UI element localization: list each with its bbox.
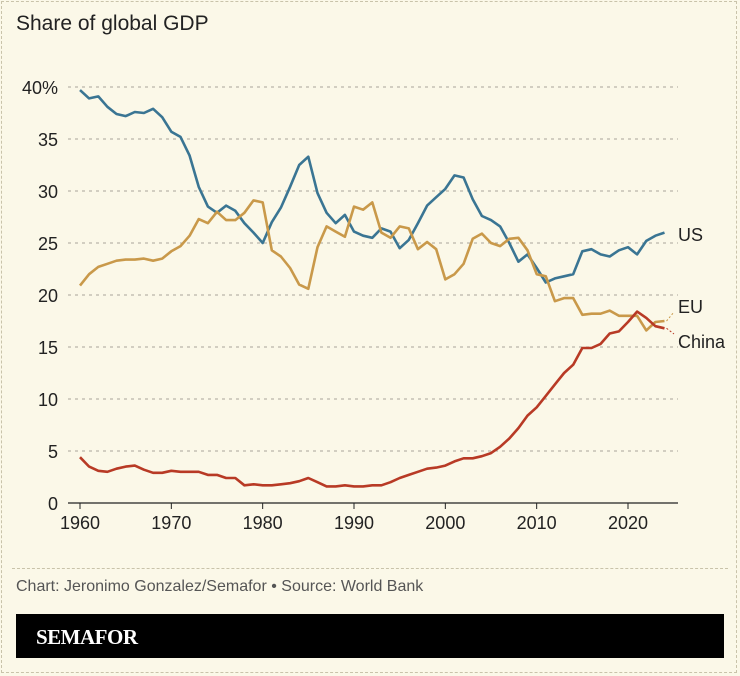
- source-note: Chart: Jeronimo Gonzalez/Semafor • Sourc…: [16, 578, 424, 595]
- y-tick-label: 5: [48, 442, 58, 462]
- x-tick-label: 1960: [60, 513, 100, 533]
- y-tick-label: 15: [38, 338, 58, 358]
- series-line-china: [79, 310, 665, 488]
- x-tick-label: 1990: [334, 513, 374, 533]
- x-tick-label: 1970: [151, 513, 191, 533]
- x-tick-label: 2020: [608, 513, 648, 533]
- y-tick-label: 20: [38, 286, 58, 306]
- series-label-us: US: [678, 225, 703, 245]
- y-tick-label: 30: [38, 182, 58, 202]
- y-tick-label: 10: [38, 390, 58, 410]
- x-tick-label: 2000: [425, 513, 465, 533]
- x-tick-label: 2010: [517, 513, 557, 533]
- leader-line: [666, 327, 675, 335]
- y-tick-label: 35: [38, 130, 58, 150]
- line-chart: 0 5 10 15 20 25 30 35 40% 1960 1970 1980 1990 2000 201…: [22, 78, 726, 533]
- chart-title: Share of global GDP: [16, 12, 209, 35]
- series-line-eu: [78, 199, 665, 332]
- y-tick-label: 25: [38, 234, 58, 254]
- series-label-eu: EU: [678, 297, 703, 317]
- y-tick-label: 0: [48, 494, 58, 514]
- brand-bar: SEMAFOR: [16, 614, 724, 658]
- series-line-us: [79, 89, 665, 284]
- leader-line: [666, 311, 675, 322]
- x-tick-label: 1980: [243, 513, 283, 533]
- series-label-china: China: [678, 332, 726, 352]
- footer-divider: [12, 568, 728, 569]
- y-tick-label: 40%: [22, 78, 58, 98]
- semafor-logo: SEMAFOR: [36, 625, 138, 649]
